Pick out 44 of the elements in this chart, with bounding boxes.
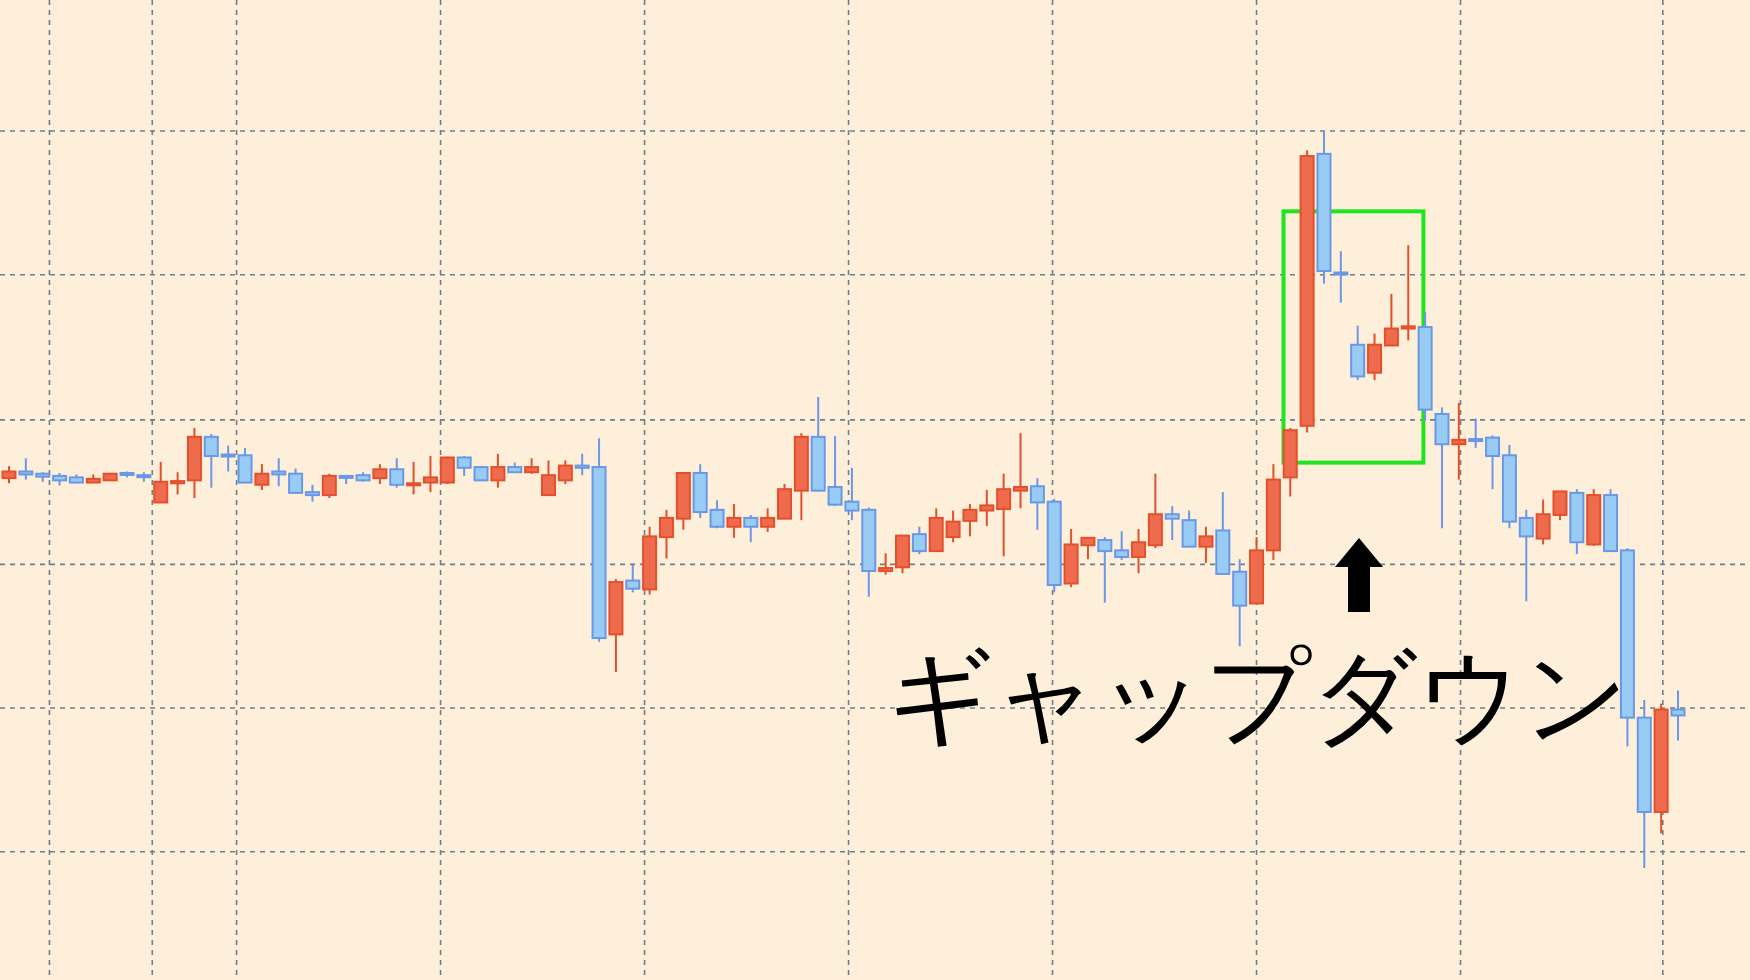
candlestick bbox=[1485, 434, 1501, 491]
candlestick bbox=[979, 488, 995, 528]
candlestick bbox=[254, 463, 270, 491]
candlestick bbox=[1097, 536, 1113, 604]
candlestick bbox=[271, 457, 287, 488]
candlestick bbox=[1131, 527, 1147, 575]
candlestick bbox=[658, 508, 674, 560]
candlestick bbox=[1114, 530, 1130, 561]
candlestick bbox=[743, 513, 759, 544]
candlestick bbox=[996, 472, 1012, 558]
candlestick bbox=[1029, 477, 1045, 531]
candlestick bbox=[709, 499, 725, 530]
candlestick bbox=[1333, 250, 1349, 304]
candlestick bbox=[389, 457, 405, 489]
candlestick bbox=[170, 471, 186, 496]
candlestick bbox=[456, 455, 472, 477]
candlestick bbox=[220, 444, 236, 473]
candlestick bbox=[1383, 292, 1399, 347]
candlestick bbox=[540, 459, 556, 497]
candlestick bbox=[1518, 508, 1534, 603]
candlestick bbox=[1451, 401, 1467, 481]
candlestick bbox=[1198, 525, 1214, 564]
candlestick bbox=[288, 467, 304, 495]
candlestick bbox=[490, 452, 506, 489]
candlestick bbox=[1164, 505, 1180, 542]
candlestick bbox=[321, 472, 337, 500]
candlestick bbox=[911, 525, 927, 556]
candlestick bbox=[1468, 417, 1484, 449]
annotation: ギャップダウン bbox=[887, 635, 1629, 757]
candlestick bbox=[557, 459, 573, 486]
candlestick bbox=[878, 552, 894, 576]
candlestick bbox=[625, 564, 641, 594]
candlestick bbox=[1670, 689, 1686, 742]
candlestick bbox=[760, 507, 776, 533]
candlestick bbox=[406, 460, 422, 496]
candlestick bbox=[1400, 244, 1416, 342]
candlestick bbox=[18, 457, 34, 481]
candlestick bbox=[203, 432, 219, 489]
candlestick bbox=[153, 460, 169, 504]
candlestick bbox=[372, 463, 388, 486]
candlestick bbox=[422, 455, 438, 494]
candlestick bbox=[574, 452, 590, 477]
candlestick bbox=[726, 502, 742, 539]
candlestick bbox=[1013, 432, 1029, 510]
